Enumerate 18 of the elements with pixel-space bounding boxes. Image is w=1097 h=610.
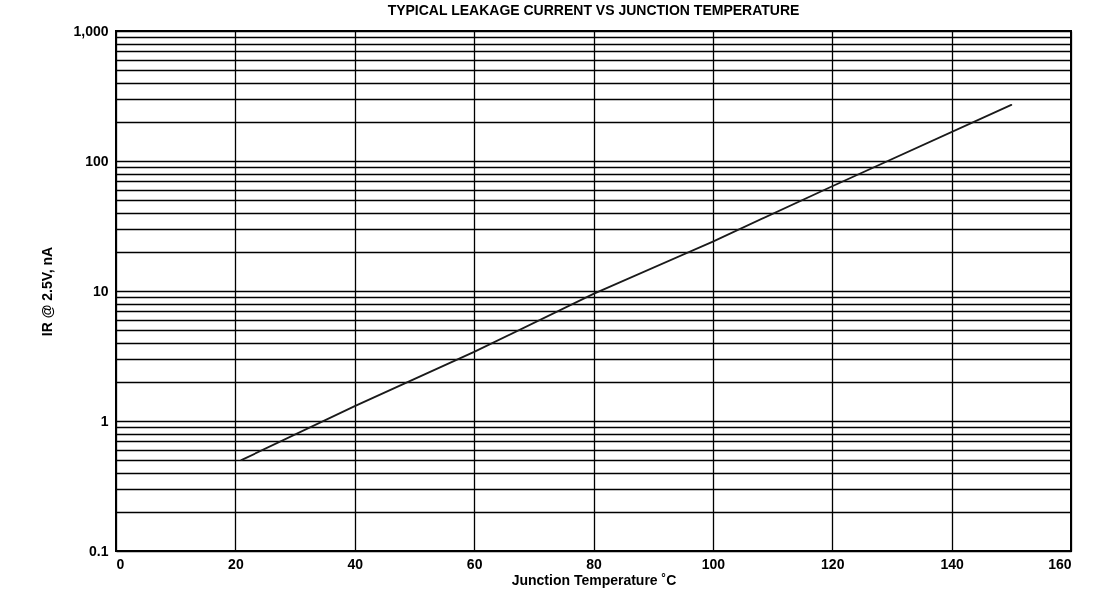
x-tick-label: 120 <box>821 555 845 572</box>
line-series <box>240 104 1013 462</box>
y-axis-title: IR @ 2.5V, nA <box>39 246 56 337</box>
x-tick-label: 60 <box>466 555 483 572</box>
x-tick-label: 160 <box>1048 555 1072 572</box>
x-tick-label: 80 <box>586 555 602 572</box>
x-tick-label: 40 <box>347 555 364 572</box>
x-tick-label: 20 <box>228 555 244 572</box>
chart-title: TYPICAL LEAKAGE CURRENT VS JUNCTION TEMPERATURE <box>387 2 800 18</box>
y-tick-label: 10 <box>92 282 109 299</box>
x-tick-label: 100 <box>701 555 726 572</box>
y-tick-label: 1 <box>100 412 109 429</box>
y-tick-label: 100 <box>85 152 109 169</box>
x-tick-label: 140 <box>940 555 965 572</box>
y-tick-label: 1,000 <box>73 22 109 39</box>
x-axis-title: Junction Temperature ˚C <box>511 571 677 588</box>
x-tick-label: 0 <box>116 555 125 572</box>
y-tick-label: 0.1 <box>89 542 109 559</box>
